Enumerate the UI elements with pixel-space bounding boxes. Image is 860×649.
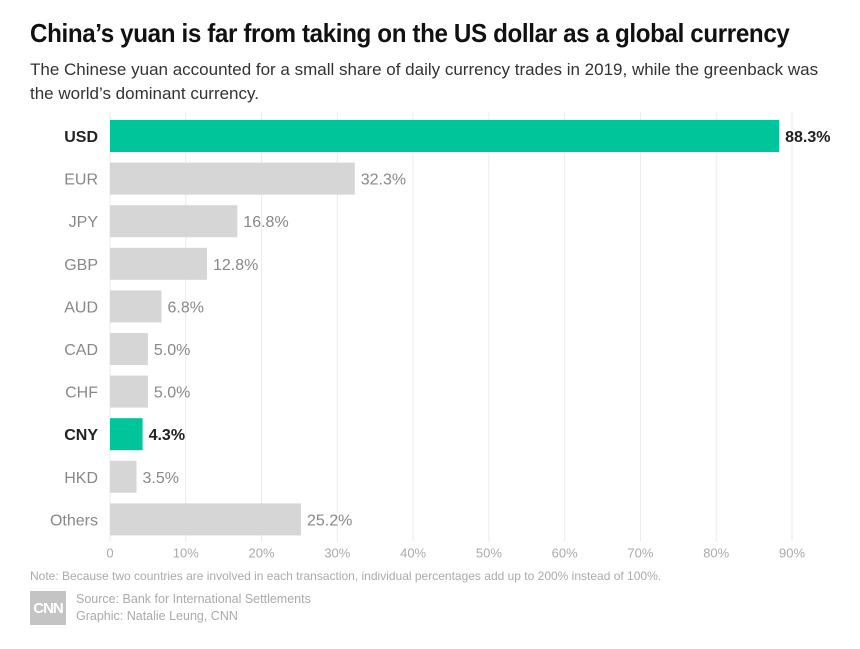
bar [110,503,301,536]
value-label: 32.3% [361,172,406,189]
bar [110,375,148,408]
category-label: USD [64,129,98,146]
x-tick-label: 20% [249,545,275,560]
x-tick-label: 30% [324,545,350,560]
x-tick-label: 90% [779,545,805,560]
category-label: CHF [65,385,98,402]
value-label: 5.0% [154,385,190,402]
chart-title: China’s yuan is far from taking on the U… [30,18,790,48]
value-label: 6.8% [168,299,204,316]
bar [110,333,148,365]
category-label: AUD [64,299,98,316]
x-tick-label: 40% [400,545,426,560]
category-label: EUR [64,172,98,189]
bar [110,120,780,152]
chart-note: Note: Because two countries are involved… [30,569,662,583]
x-tick-label: 80% [703,545,729,560]
value-label: 4.3% [149,427,185,444]
graphic-credit: Graphic: Natalie Leung, CNN [76,609,238,623]
x-tick-label: 60% [552,545,578,560]
value-label: 25.2% [307,512,352,529]
chart-subtitle: The Chinese yuan accounted for a small s… [30,60,819,103]
value-label: 5.0% [154,342,190,359]
bar [110,205,238,238]
bar [110,418,143,451]
bar [110,162,355,195]
category-label: HKD [64,470,98,487]
category-label: GBP [64,257,98,274]
category-label: CNY [64,427,98,444]
x-tick-label: 10% [173,545,199,560]
x-tick-label: 50% [476,545,502,560]
x-tick-label: 0 [106,545,113,560]
category-label: CAD [64,342,98,359]
value-label: 12.8% [213,257,258,274]
bar [110,247,207,280]
source-credit: Source: Bank for International Settlemen… [76,592,311,606]
bar [110,460,137,493]
category-label: Others [50,512,98,529]
bar [110,290,162,323]
value-label: 16.8% [243,214,288,231]
cnn-logo: CNN [30,591,66,625]
x-tick-label: 70% [627,545,653,560]
bar-chart: 0 10% 20% 30% 40% 50% 60% 70% 80% 90% USD 88.3% EUR 3… [50,112,830,560]
value-label: 3.5% [143,470,179,487]
value-label: 88.3% [785,129,830,146]
category-label: JPY [69,214,99,231]
